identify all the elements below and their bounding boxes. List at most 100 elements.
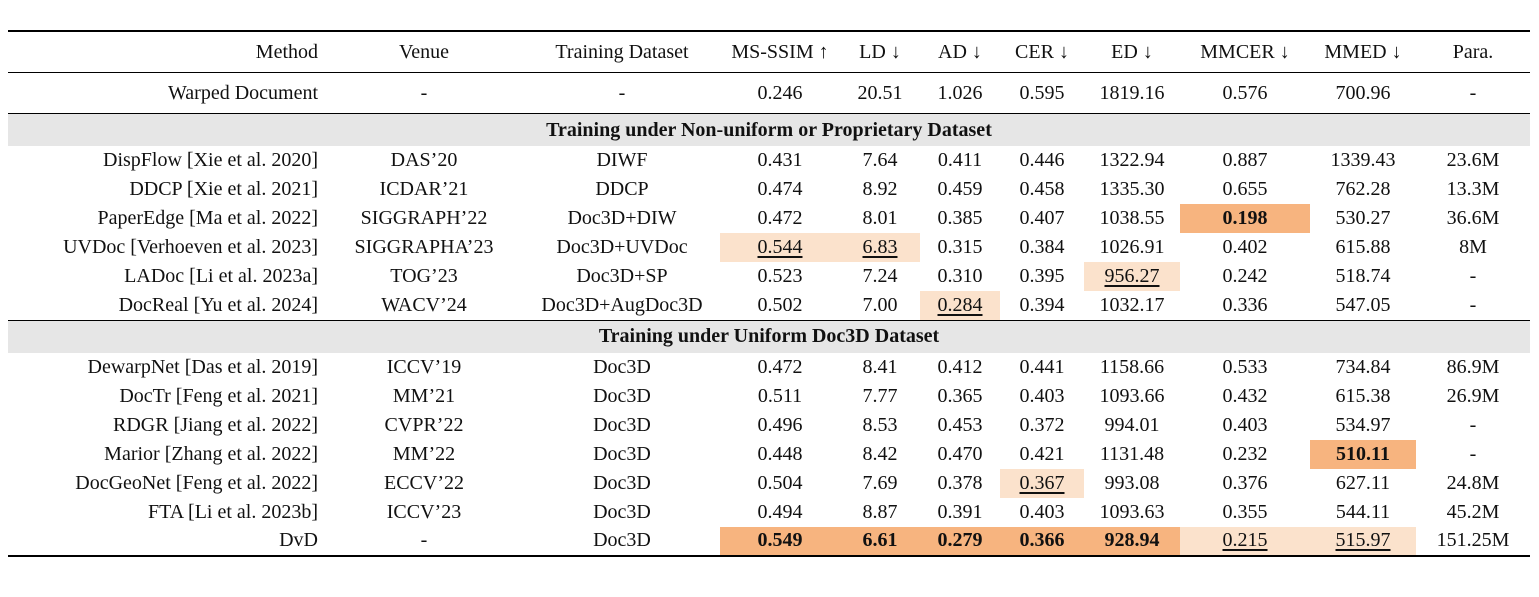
table-cell: DocTr [Feng et al. 2021] (119, 384, 318, 407)
table-cell: DocGeoNet [Feng et al. 2022] (75, 471, 318, 494)
table-cell: 762.28 (1335, 178, 1391, 200)
table-cell: 0.459 (937, 178, 983, 200)
second-best-value: 515.97 (1335, 529, 1391, 551)
section-header-row: Training under Uniform Doc3D Dataset (8, 320, 1530, 353)
table-cell: 0.366 (1000, 526, 1084, 556)
table-cell: 151.25M (1436, 529, 1510, 551)
table-cell: - (1469, 81, 1477, 104)
table-cell: Doc3D (593, 355, 651, 378)
table-cell: 734.84 (1335, 355, 1391, 378)
col-header-ms-ssim: MS-SSIM ↑ (731, 40, 829, 63)
table-row: DocTr [Feng et al. 2021] MM’21 Doc3D 0.511 7… (8, 382, 1530, 411)
table-cell: 1339.43 (1330, 149, 1396, 171)
table-cell: 700.96 (1335, 81, 1391, 104)
table-cell: 510.11 (1310, 439, 1416, 469)
header-row: Method Venue Training Dataset MS-SSIM ↑ … (8, 31, 1530, 73)
table-cell: 1819.16 (1099, 81, 1165, 104)
table-cell: 0.523 (757, 265, 803, 287)
col-header-para: Para. (1452, 40, 1494, 63)
table-cell: 0.496 (757, 413, 803, 436)
col-header-training-dataset: Training Dataset (555, 40, 689, 63)
second-best-value: 0.544 (757, 236, 803, 258)
table-cell: DocReal [Yu et al. 2024] (118, 293, 318, 316)
table-row: DocReal [Yu et al. 2024] WACV’24 Doc3D+Aug… (8, 291, 1530, 320)
table-cell: Doc3D (593, 471, 651, 494)
table-cell: 0.336 (1222, 293, 1268, 316)
table-cell: 0.284 (920, 291, 1000, 320)
table-cell: RDGR [Jiang et al. 2022] (113, 413, 318, 436)
table-cell: 6.83 (840, 233, 920, 262)
table-cell: - (618, 81, 626, 104)
table-cell: SIGGRAPH’22 (360, 207, 488, 229)
table-cell: 534.97 (1335, 413, 1391, 436)
table-cell: Warped Document (168, 81, 318, 104)
table-cell: DDCP (595, 178, 649, 200)
table-cell: 0.474 (757, 178, 803, 200)
table-cell: 0.355 (1222, 500, 1268, 523)
table-cell: Doc3D (593, 413, 651, 436)
table-cell: - (1469, 442, 1477, 465)
table-cell: 0.544 (720, 233, 840, 262)
table-cell: 0.198 (1180, 204, 1310, 233)
table-cell: 0.448 (757, 442, 803, 465)
table-cell: 0.441 (1019, 355, 1065, 378)
table-cell: 530.27 (1335, 207, 1391, 229)
table-cell: DIWF (596, 149, 648, 171)
table-cell: 994.01 (1104, 413, 1160, 436)
best-value: 928.94 (1104, 529, 1160, 551)
table-cell: 0.232 (1222, 442, 1268, 465)
table-cell: 928.94 (1084, 526, 1180, 556)
table-cell: 518.74 (1335, 265, 1391, 287)
table-cell: 1026.91 (1099, 236, 1165, 258)
table-cell: 1131.48 (1099, 442, 1165, 465)
table-cell: 0.576 (1222, 81, 1268, 104)
table-row: RDGR [Jiang et al. 2022] CVPR’22 Doc3D 0.49… (8, 411, 1530, 440)
table-cell: Doc3D (593, 500, 651, 523)
table-cell: 0.403 (1019, 500, 1065, 523)
table-cell: MM’22 (392, 442, 456, 465)
second-best-value: 0.215 (1222, 529, 1268, 551)
table-cell: 1093.66 (1099, 384, 1165, 407)
table-cell: - (1469, 413, 1477, 436)
table-cell: - (1469, 293, 1477, 316)
table-cell: 0.403 (1019, 384, 1065, 407)
table-cell: PaperEdge [Ma et al. 2022] (97, 207, 318, 229)
table-cell: 1335.30 (1099, 178, 1165, 200)
table-cell: 7.77 (862, 384, 898, 407)
col-header-ed: ED ↓ (1111, 40, 1153, 63)
table-cell: 13.3M (1446, 178, 1500, 200)
table-cell: 8.41 (862, 355, 898, 378)
table-row: DvD - Doc3D 0.549 6.61 0.279 0.366 928.94 0.215 5… (8, 526, 1530, 556)
table-row: Marior [Zhang et al. 2022] MM’22 Doc3D 0.44… (8, 439, 1530, 469)
table-cell: 26.9M (1446, 384, 1500, 407)
col-header-method: Method (255, 40, 318, 63)
table-cell: 0.412 (937, 355, 983, 378)
table-cell: 0.549 (720, 526, 840, 556)
table-cell: 0.504 (757, 471, 803, 494)
table-cell: 0.315 (937, 236, 983, 258)
section-header-row: Training under Non-uniform or Proprietar… (8, 113, 1530, 146)
table-cell: 515.97 (1310, 526, 1416, 556)
table-cell: 7.24 (862, 265, 898, 287)
table-cell: 0.372 (1019, 413, 1065, 436)
table-cell: 0.279 (920, 526, 1000, 556)
table-cell: 0.384 (1019, 236, 1065, 258)
table-cell: SIGGRAPHA’23 (354, 236, 494, 258)
best-value: 0.198 (1222, 207, 1268, 229)
table-cell: 8.87 (862, 500, 898, 523)
table-cell: DispFlow [Xie et al. 2020] (103, 149, 318, 171)
table-row: LADoc [Li et al. 2023a] TOG’23 Doc3D+SP 0.5… (8, 262, 1530, 291)
table-cell: 0.365 (937, 384, 983, 407)
table-cell: ICCV’19 (386, 355, 462, 378)
table-cell: Doc3D+UVDoc (556, 236, 688, 258)
table-cell: 1038.55 (1099, 207, 1165, 229)
table-cell: DDCP [Xie et al. 2021] (129, 178, 318, 200)
second-best-value: 0.367 (1019, 471, 1065, 494)
table-cell: 615.38 (1335, 384, 1391, 407)
table-cell: 20.51 (857, 81, 903, 104)
table-cell: 0.453 (937, 413, 983, 436)
table-cell: 0.421 (1019, 442, 1065, 465)
table-cell: 0.470 (937, 442, 983, 465)
table-cell: 8.01 (862, 207, 898, 229)
second-best-value: 0.284 (937, 293, 983, 316)
